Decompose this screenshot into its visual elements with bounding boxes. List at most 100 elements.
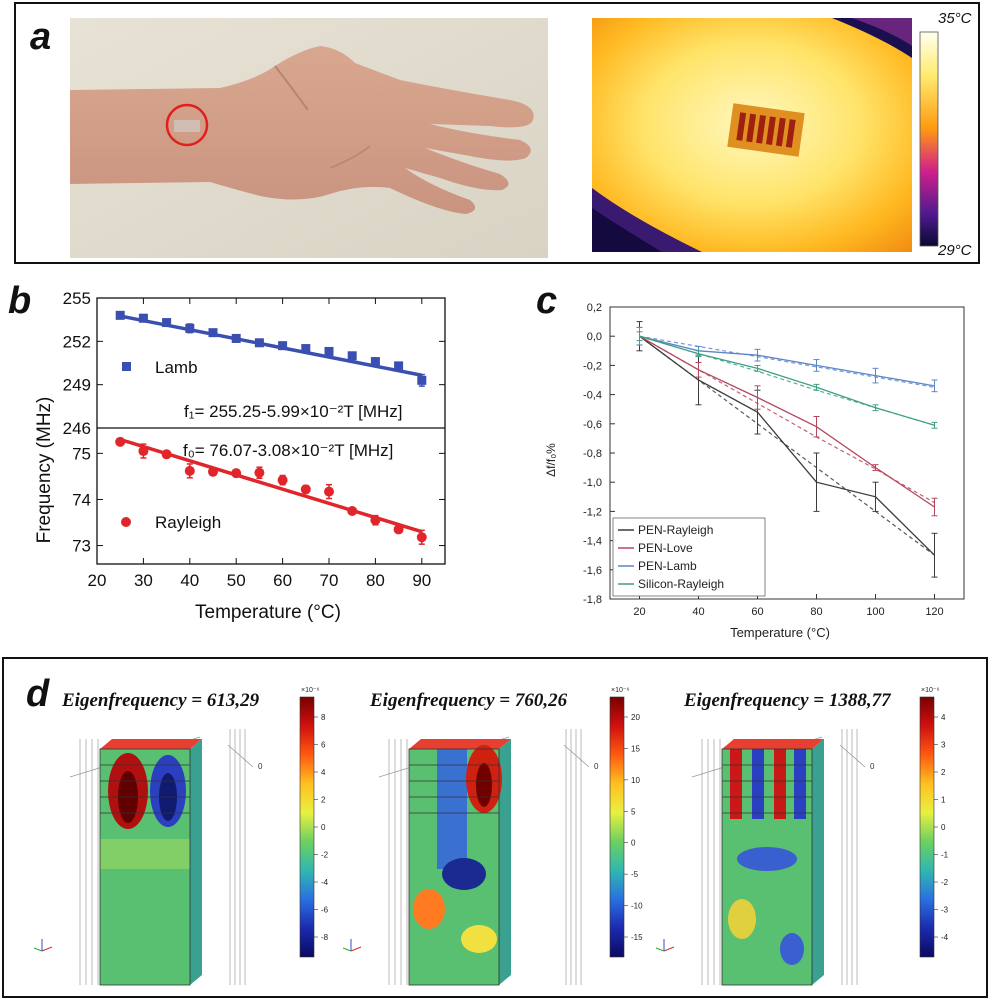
mode-colorbar-tick-label: 15 — [631, 744, 640, 753]
mode-stripe — [794, 749, 806, 819]
mode-colorbar-exponent: ×10⁻⁶ — [611, 687, 630, 694]
mode-colorbar-tick-label: 4 — [321, 768, 326, 777]
mode-colorbar-exponent: ×10⁻⁶ — [301, 687, 320, 694]
chart-c-legend: PEN-Rayleigh PEN-Love PEN-Lamb Silicon-Rayl… — [612, 517, 766, 597]
chart-c-legend-label: PEN-Rayleigh — [638, 523, 713, 537]
mode-body-outline — [408, 748, 500, 986]
mode-colorbar-tick-label: -1 — [941, 851, 949, 860]
mode-colorbar-tick-label: -3 — [941, 906, 949, 915]
chart-b-xtick-label: 40 — [180, 571, 199, 590]
chart-c: 0,2 0,0 -0,2 -0,4 -0,6 -0,8 -1,0 -1,2 -1,4 -1,6 -1… — [544, 302, 965, 640]
mode-colorbar-tick-label: 2 — [941, 768, 946, 777]
chart-b-point-lamb — [231, 333, 241, 343]
chart-b-point-rayleigh — [416, 532, 427, 543]
mode-triad-y — [655, 947, 665, 952]
mode-colorbar-tick-label: 4 — [941, 713, 946, 722]
chart-b-ytick-label: 75 — [72, 444, 91, 463]
chart-c-line-pen-lamb — [639, 335, 935, 387]
chart-c-xtick-label: 120 — [925, 606, 943, 618]
mode-colorbar-tick-label: 2 — [321, 796, 326, 805]
panel-a-letter: a — [30, 16, 52, 58]
chart-b-point-rayleigh — [184, 465, 195, 476]
mode-wire-line — [563, 744, 590, 768]
mode-colorbar-tick-label: 0 — [321, 823, 326, 832]
wrist-photo — [70, 18, 548, 258]
chart-b-point-rayleigh — [277, 475, 288, 486]
chart-b-xtick-label: 50 — [227, 571, 246, 590]
chart-c-line-pen-rayleigh — [639, 335, 935, 556]
mode-yellow-spot — [461, 925, 497, 953]
mode-colorbar-tick-label: -8 — [321, 933, 329, 942]
chart-b-legend-lamb-marker — [122, 362, 131, 371]
mode-colorbar-tick-label: 0 — [631, 839, 636, 848]
chart-c-xtick-label: 20 — [633, 606, 645, 618]
sensor-circle — [165, 103, 209, 147]
chart-b-legend-rayleigh: Rayleigh — [155, 513, 221, 532]
panel-b-letter: b — [8, 280, 32, 322]
mode-colorbar-tick-label: 1 — [941, 796, 946, 805]
chart-c-xtick-label: 100 — [866, 606, 884, 618]
mode-2-title: Eigenfrequency = 760,26 — [370, 690, 568, 711]
mode-colorbar — [919, 696, 935, 958]
mode-1-title: Eigenfrequency = 613,29 — [62, 690, 260, 711]
mode-stripe — [774, 749, 786, 819]
chart-b-xtick-label: 20 — [88, 571, 107, 590]
mode-colorbar-tick-label: 5 — [631, 807, 636, 816]
thermal-image — [592, 18, 912, 252]
panel-a: a — [14, 2, 980, 264]
chart-c-ytick-label: -0,8 — [583, 448, 602, 460]
chart-c-xtick-label: 60 — [751, 606, 763, 618]
mode-band — [100, 839, 190, 869]
chart-b-point-lamb — [301, 344, 311, 354]
chart-b-ytick-label: 73 — [72, 537, 91, 556]
mode-body-side — [812, 739, 824, 985]
chart-b-xtick-label: 70 — [320, 571, 339, 590]
chart-b-point-rayleigh — [161, 449, 172, 460]
chart-b-point-rayleigh — [115, 436, 126, 447]
chart-c-line-silicon-rayleigh — [639, 335, 935, 426]
chart-c-ytick-label: -1,6 — [583, 565, 602, 577]
chart-b-point-lamb — [138, 313, 148, 323]
mode-colorbar — [299, 696, 315, 958]
chart-c-xtick-label: 40 — [692, 606, 704, 618]
chart-b-point-lamb — [115, 310, 125, 320]
chart-b-point-rayleigh — [393, 524, 404, 535]
chart-c-legend-label: PEN-Love — [638, 541, 693, 555]
chart-b-point-lamb — [394, 361, 404, 371]
mode-3-render: 0 ×10⁻⁶ 4 3 2 1 0 -1 -2 -3 -4 — [655, 687, 949, 986]
chart-b-xlabel: Temperature (°C) — [195, 602, 341, 623]
mode-colorbar-tick-label: -5 — [631, 870, 639, 879]
chart-b-ytick-label: 252 — [63, 332, 91, 351]
chart-b-ytick-label: 74 — [72, 490, 91, 509]
mode-triad-x — [663, 946, 675, 952]
chart-b-point-rayleigh — [324, 486, 334, 497]
mode-body-outline — [721, 748, 813, 986]
mode-colorbar-tick-label: -2 — [321, 851, 329, 860]
mode-colorbar — [609, 696, 625, 958]
panel-d-letter: d — [26, 673, 50, 715]
mode-1-render: 0 ×10⁻⁶ 8 6 4 2 0 -2 -4 -6 -8 — [33, 687, 329, 986]
mode-axis-zero-label: 0 — [258, 762, 263, 771]
mode-axis-zero-label: 0 — [594, 762, 599, 771]
chart-c-xlabel: Temperature (°C) — [730, 625, 830, 640]
chart-b-point-lamb — [185, 323, 195, 333]
mode-body-outline — [99, 748, 191, 986]
mode-colorbar-exponent: ×10⁻⁶ — [921, 687, 940, 694]
chart-c-fit-pen-rayleigh — [639, 335, 935, 556]
mode-triad-y — [33, 947, 43, 952]
chart-b-legend-rayleigh-marker — [121, 517, 131, 527]
mode-colorbar-tick-label: 20 — [631, 713, 640, 722]
chart-b-point-rayleigh — [347, 505, 358, 516]
mode-colorbar-tick-label: 6 — [321, 741, 326, 750]
mode-stripe — [730, 749, 742, 819]
chart-c-ytick-label: 0,2 — [587, 302, 602, 314]
mode-body-side — [499, 739, 511, 985]
thermal-colorbar — [919, 31, 939, 247]
chart-c-legend-box — [612, 517, 766, 597]
mode-colorbar-tick-label: 8 — [321, 713, 326, 722]
mode-triad-y — [342, 947, 352, 952]
thermal-min-label: 29°C — [938, 242, 972, 259]
chart-b-point-lamb — [278, 341, 288, 351]
chart-b-point-lamb — [417, 375, 427, 385]
chart-b-ytick-label: 246 — [63, 419, 91, 438]
